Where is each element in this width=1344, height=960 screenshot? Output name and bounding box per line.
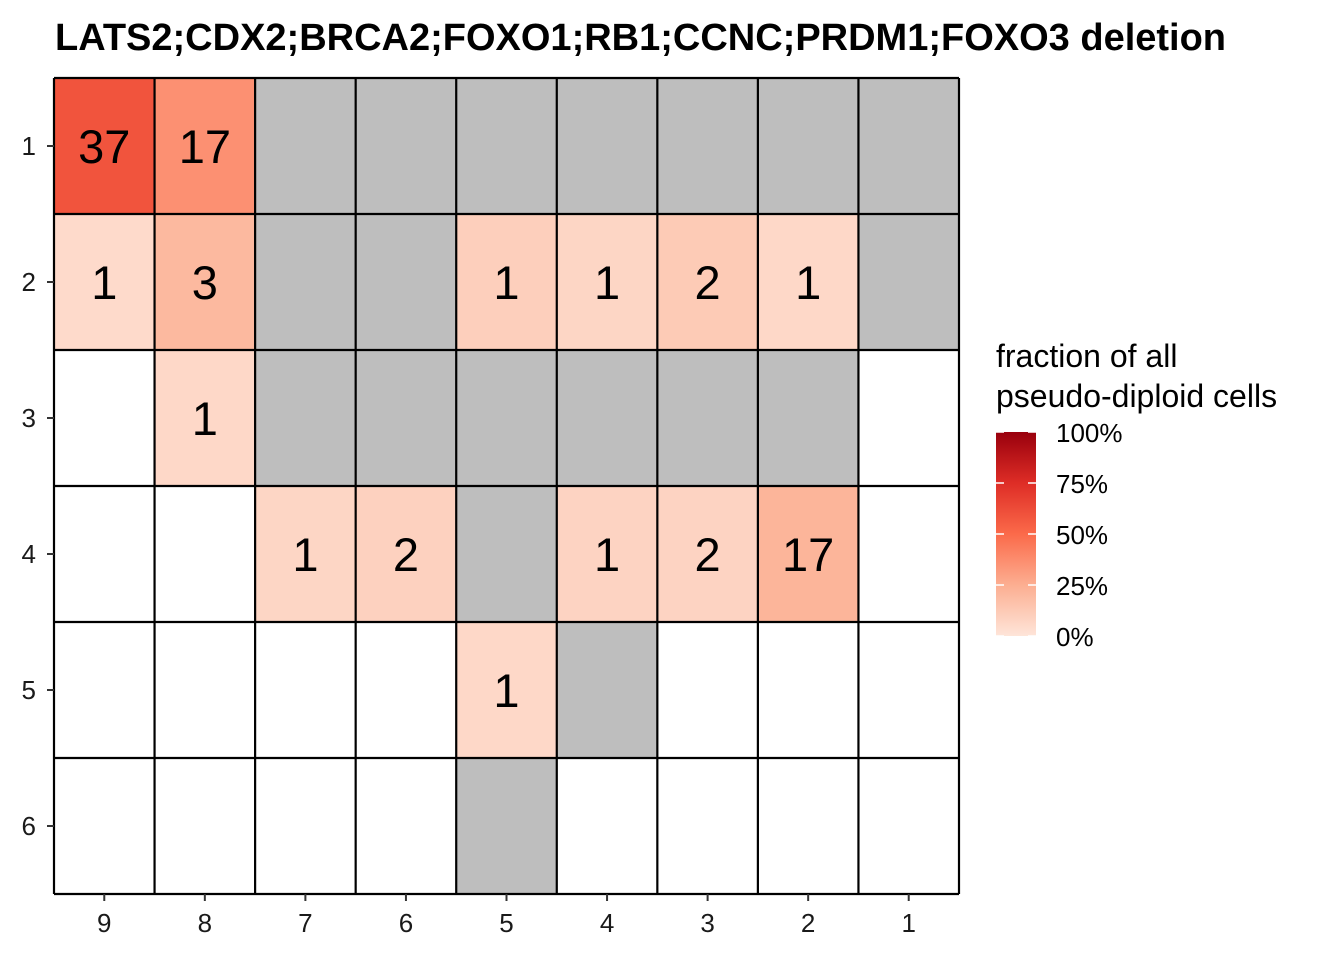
y-axis-tick-label: 1 [22, 131, 36, 161]
cells-layer: 37 17 1 3 1 1 2 1 1 1 2 1 2 17 1 [54, 78, 959, 894]
heatmap-cell-missing [556, 78, 658, 214]
heatmap-cell-missing [456, 486, 557, 622]
cell-value-label: 1 [292, 528, 318, 581]
cell-value-label: 1 [493, 664, 519, 717]
heatmap-cell-missing [255, 214, 356, 350]
y-axis-tick-label: 4 [22, 539, 36, 569]
heatmap-cell [154, 214, 256, 350]
heatmap-cell [657, 214, 758, 350]
heatmap-cell [154, 78, 256, 214]
heatmap-cell [757, 486, 859, 622]
cell-value-label: 17 [179, 120, 231, 173]
heatmap-cell [556, 486, 658, 622]
cell-value-label: 1 [91, 256, 117, 309]
heatmap-cell-missing [355, 350, 457, 486]
heatmap-cell [556, 214, 658, 350]
legend: fraction of all pseudo-diploid cells 100… [996, 338, 1277, 652]
legend-tick-label: 25% [1056, 571, 1108, 601]
cell-value-label: 1 [795, 256, 821, 309]
x-axis-tick-label: 1 [901, 908, 915, 938]
heatmap-cell [54, 214, 155, 350]
heatmap-cell-missing [456, 78, 557, 214]
heatmap-cell [657, 486, 758, 622]
legend-title-line-2: pseudo-diploid cells [996, 378, 1277, 414]
x-axis-tick-label: 5 [499, 908, 513, 938]
cell-value-label: 1 [192, 392, 218, 445]
heatmap-cell-missing [556, 622, 658, 758]
heatmap-cell-missing [657, 78, 758, 214]
heatmap-cell-missing [355, 214, 457, 350]
heatmap-cell [757, 214, 859, 350]
cell-value-label: 1 [493, 256, 519, 309]
y-axis-tick-label: 5 [22, 675, 36, 705]
x-axis-tick-label: 4 [600, 908, 614, 938]
heatmap-cell-missing [657, 350, 758, 486]
heatmap-cell [456, 622, 557, 758]
cell-value-label: 1 [594, 528, 620, 581]
chart-title: LATS2;CDX2;BRCA2;FOXO1;RB1;CCNC;PRDM1;FO… [55, 17, 1226, 59]
heatmap-cell-missing [456, 350, 557, 486]
y-axis-tick-label: 6 [22, 811, 36, 841]
heatmap-cell [154, 350, 256, 486]
x-axis-tick-label: 3 [700, 908, 714, 938]
heatmap-cell-missing [858, 214, 959, 350]
x-axis-tick-label: 8 [198, 908, 212, 938]
cell-value-label: 1 [594, 256, 620, 309]
heatmap-cell [255, 486, 356, 622]
y-axis-tick-label: 2 [22, 267, 36, 297]
heatmap-cell [456, 214, 557, 350]
cell-value-label: 17 [782, 528, 834, 581]
legend-title-line-1: fraction of all [996, 338, 1177, 374]
cell-value-label: 2 [695, 256, 721, 309]
cell-value-label: 37 [78, 120, 130, 173]
cell-value-label: 3 [192, 256, 218, 309]
cell-value-label: 2 [695, 528, 721, 581]
x-axis-tick-label: 9 [97, 908, 111, 938]
heatmap-cell-missing [456, 758, 557, 894]
legend-tick-label: 100% [1056, 418, 1123, 448]
axes-layer: 9 8 7 6 5 4 3 2 1 1 2 3 4 5 6 [22, 131, 916, 938]
legend-tick-label: 50% [1056, 520, 1108, 550]
heatmap-cell-missing [556, 350, 658, 486]
heatmap-cell-missing [757, 78, 859, 214]
heatmap-cell-missing [757, 350, 859, 486]
heatmap-cell-missing [255, 78, 356, 214]
x-axis-tick-label: 7 [298, 908, 312, 938]
heatmap-cell [54, 78, 155, 214]
y-axis-tick-label: 3 [22, 403, 36, 433]
cell-value-label: 2 [393, 528, 419, 581]
x-axis-tick-label: 6 [399, 908, 413, 938]
x-axis-tick-label: 2 [801, 908, 815, 938]
heatmap-cell-missing [355, 78, 457, 214]
heatmap-cell-missing [858, 78, 959, 214]
legend-tick-label: 75% [1056, 469, 1108, 499]
heatmap-cell-missing [255, 350, 356, 486]
heatmap-cell [355, 486, 457, 622]
legend-tick-label: 0% [1056, 622, 1094, 652]
